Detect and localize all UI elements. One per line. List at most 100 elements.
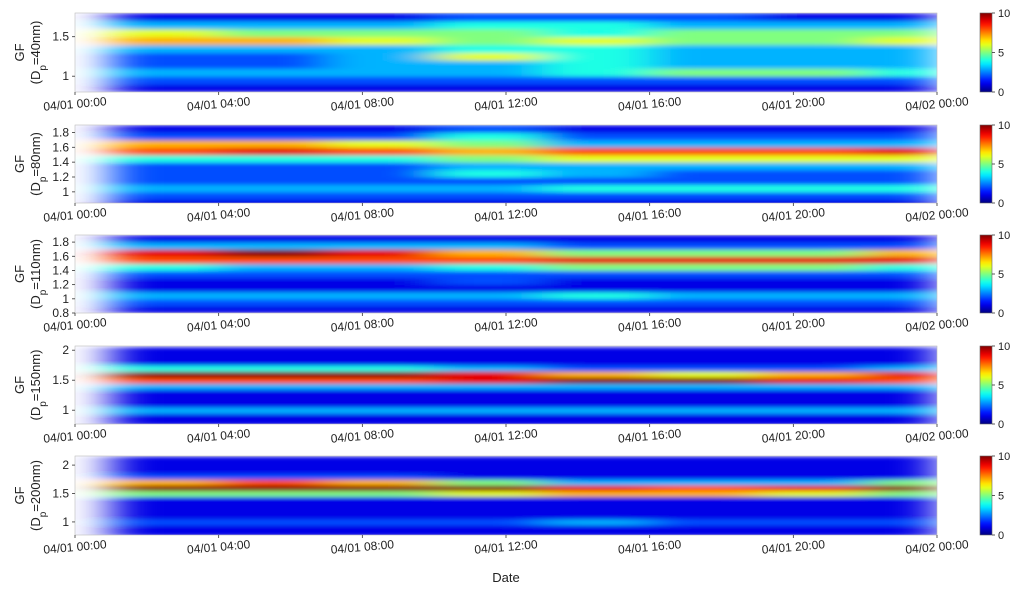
- heatmap-cell: [110, 496, 220, 503]
- heatmap-cell: [218, 277, 327, 286]
- heatmap: [110, 125, 937, 203]
- heatmap-cell: [757, 502, 866, 509]
- heatmap-cell: [649, 242, 758, 250]
- heatmap-cell: [434, 347, 543, 354]
- heatmap-cell: [649, 377, 758, 384]
- heatmap-cell: [218, 249, 327, 257]
- heatmap-cell: [649, 132, 758, 141]
- heatmap-cell: [757, 270, 866, 279]
- heatmap-cell: [865, 60, 937, 69]
- heatmap-cell: [865, 507, 937, 514]
- heatmap-cell: [541, 401, 651, 408]
- heatmap-cell: [757, 191, 866, 200]
- heatmap-cell: [541, 479, 651, 486]
- heatmap-cell: [865, 490, 937, 497]
- heatmap-cell: [434, 524, 543, 531]
- x-tick-label: 04/02 00:00: [905, 205, 970, 225]
- heatmap-cell: [757, 507, 866, 514]
- x-tick-label: 04/01 08:00: [330, 94, 395, 114]
- heatmap-cell: [434, 353, 543, 360]
- heatmap-cell: [865, 68, 937, 77]
- heatmap-cell: [110, 184, 220, 193]
- heatmap-cell: [434, 162, 543, 171]
- x-tick-label: 04/01 00:00: [43, 94, 108, 114]
- heatmap-cell: [218, 191, 327, 200]
- heatmap-cell: [649, 305, 758, 313]
- heatmap-cell: [757, 377, 866, 384]
- heatmap-cell: [865, 389, 937, 396]
- heatmap-cell: [541, 502, 651, 509]
- colorbar: [979, 124, 993, 204]
- heatmap-cell: [110, 456, 220, 463]
- heatmap-cell: [434, 13, 543, 22]
- heatmap-cell: [326, 395, 435, 402]
- heatmap-cells: [110, 456, 937, 535]
- heatmap-cell: [757, 467, 866, 475]
- heatmap-cell: [218, 68, 327, 77]
- y-label-subscript: p: [38, 65, 49, 71]
- heatmap-cell: [434, 184, 543, 193]
- heatmap-cell: [434, 467, 543, 475]
- heatmap-cell: [110, 28, 220, 38]
- x-tick-label: 04/02 00:00: [905, 537, 970, 557]
- heatmap-cell: [865, 242, 937, 250]
- heatmap-cell: [434, 256, 543, 264]
- x-tick-label: 04/01 08:00: [330, 205, 395, 225]
- heatmap-cell: [649, 413, 758, 420]
- heatmap-cell: [434, 456, 543, 463]
- heatmap-cell: [541, 52, 651, 61]
- heatmap-cell: [649, 473, 758, 480]
- heatmap-cell: [218, 490, 327, 497]
- heatmap-cell: [649, 125, 758, 133]
- heatmap-cell: [757, 199, 866, 203]
- y-axis-sublabel: (Dp=40nm): [28, 21, 49, 85]
- heatmap-cell: [541, 191, 651, 200]
- heatmap-cell: [434, 28, 543, 38]
- heatmap-cell: [218, 413, 327, 420]
- heatmap-cell: [649, 44, 758, 53]
- heatmap-cell: [541, 125, 651, 133]
- heatmap-cell: [110, 530, 220, 535]
- y-tick-label: 2: [62, 343, 69, 357]
- heatmap-cell: [865, 84, 937, 92]
- heatmap-cell: [218, 524, 327, 531]
- heatmap-cell: [865, 484, 937, 492]
- heatmap-cell: [218, 270, 327, 279]
- heatmap-cell: [757, 154, 866, 163]
- heatmap-cell: [218, 462, 327, 469]
- heatmap-cell: [218, 383, 327, 390]
- heatmap-cell: [865, 467, 937, 475]
- heatmap-cell: [326, 249, 435, 257]
- heatmap-cell: [110, 52, 220, 61]
- heatmap-cell: [218, 365, 327, 372]
- heatmap-cell: [865, 530, 937, 535]
- heatmap-cell: [649, 284, 758, 293]
- heatmap-cell: [865, 270, 937, 279]
- heatmap-cell: [865, 407, 937, 414]
- heatmap-cell: [541, 467, 651, 475]
- y-axis-sublabel: (Dp=200nm): [28, 460, 49, 531]
- colorbar-tick-label: 10: [998, 230, 1010, 242]
- heatmap-cell: [434, 401, 543, 408]
- heatmap-cell: [541, 462, 651, 469]
- heatmap-cell: [218, 44, 327, 53]
- heatmap-cell: [649, 519, 758, 526]
- heatmap-cell: [218, 263, 327, 271]
- heatmap-cell: [865, 44, 937, 53]
- heatmap-cell: [110, 377, 220, 384]
- heatmap-cell: [541, 377, 651, 384]
- heatmap-cell: [541, 36, 651, 46]
- heatmap-cell: [865, 353, 937, 360]
- y-tick-label: 1: [62, 403, 69, 417]
- heatmap-cell: [541, 507, 651, 514]
- y-tick-label: 1: [62, 69, 69, 83]
- heatmap-cell: [218, 519, 327, 526]
- heatmap-cell: [757, 20, 866, 30]
- x-tick-label: 04/01 04:00: [186, 537, 251, 557]
- heatmap-cell: [434, 242, 543, 250]
- heatmap-cell: [757, 371, 866, 378]
- heatmap-cell: [541, 284, 651, 293]
- heatmap-cell: [434, 147, 543, 156]
- heatmap-cell: [649, 365, 758, 372]
